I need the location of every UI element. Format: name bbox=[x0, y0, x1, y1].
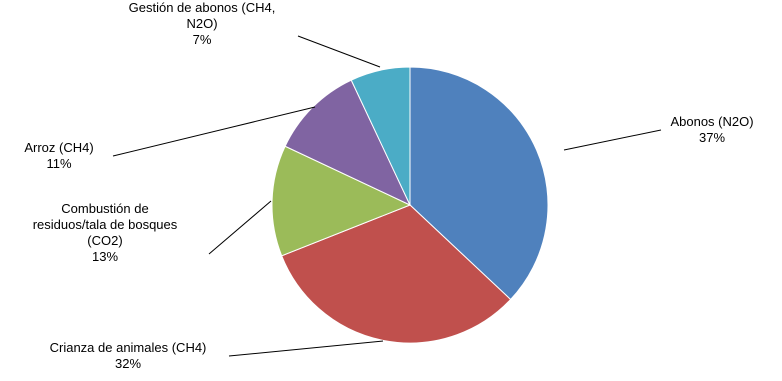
data-labels: Abonos (N2O) 37% Crianza de animales (CH4)… bbox=[24, 0, 753, 371]
leader-line-crianza-de-animales-ch4 bbox=[228, 340, 384, 357]
leader-line-arroz-ch4 bbox=[112, 106, 316, 157]
pie-slice-gestion-de-abonos-ch4-n2o bbox=[350, 66, 411, 206]
data-label-gestion-de-abonos-ch4-n2o: Gestión de abonos (CH4, N2O) 7% bbox=[129, 0, 276, 47]
pie-slice-combustion-de-residuos-tala-de-bosques-co2 bbox=[271, 145, 412, 257]
data-label-value: 11% bbox=[46, 156, 71, 171]
data-label-value: 7% bbox=[193, 32, 212, 47]
pie-slice-abonos-n2o bbox=[409, 66, 549, 301]
leader-line-abonos-n2o bbox=[563, 129, 662, 151]
data-label-category: N2O) bbox=[186, 16, 217, 31]
data-label-category: Crianza de animales (CH4) bbox=[50, 340, 207, 355]
leader-line-gestion-de-abonos-ch4-n2o bbox=[297, 35, 381, 68]
data-label-category: Abonos (N2O) bbox=[670, 114, 753, 129]
data-label-abonos-n2o: Abonos (N2O) 37% bbox=[670, 114, 753, 145]
data-label-value: 32% bbox=[115, 356, 141, 371]
leader-lines bbox=[112, 35, 662, 357]
leader-line-combustion-de-residuos-tala-de-bosques-co2 bbox=[208, 200, 272, 255]
data-label-value: 37% bbox=[699, 130, 725, 145]
data-label-arroz-ch4: Arroz (CH4) 11% bbox=[24, 140, 93, 171]
pie-slice-crianza-de-animales-ch4 bbox=[281, 204, 512, 344]
data-label-category: Gestión de abonos (CH4, bbox=[129, 0, 276, 15]
data-label-crianza-de-animales-ch4: Crianza de animales (CH4) 32% bbox=[50, 340, 207, 371]
data-label-category: (CO2) bbox=[87, 233, 122, 248]
data-label-category: residuos/tala de bosques bbox=[33, 217, 178, 232]
data-label-category: Combustión de bbox=[61, 201, 148, 216]
data-label-value: 13% bbox=[92, 249, 118, 264]
pie-slices bbox=[271, 66, 549, 344]
data-label-category: Arroz (CH4) bbox=[24, 140, 93, 155]
data-label-combustion-de-residuos-tala-de-bosques-co2: Combustión de residuos/tala de bosques (CO… bbox=[33, 201, 178, 264]
